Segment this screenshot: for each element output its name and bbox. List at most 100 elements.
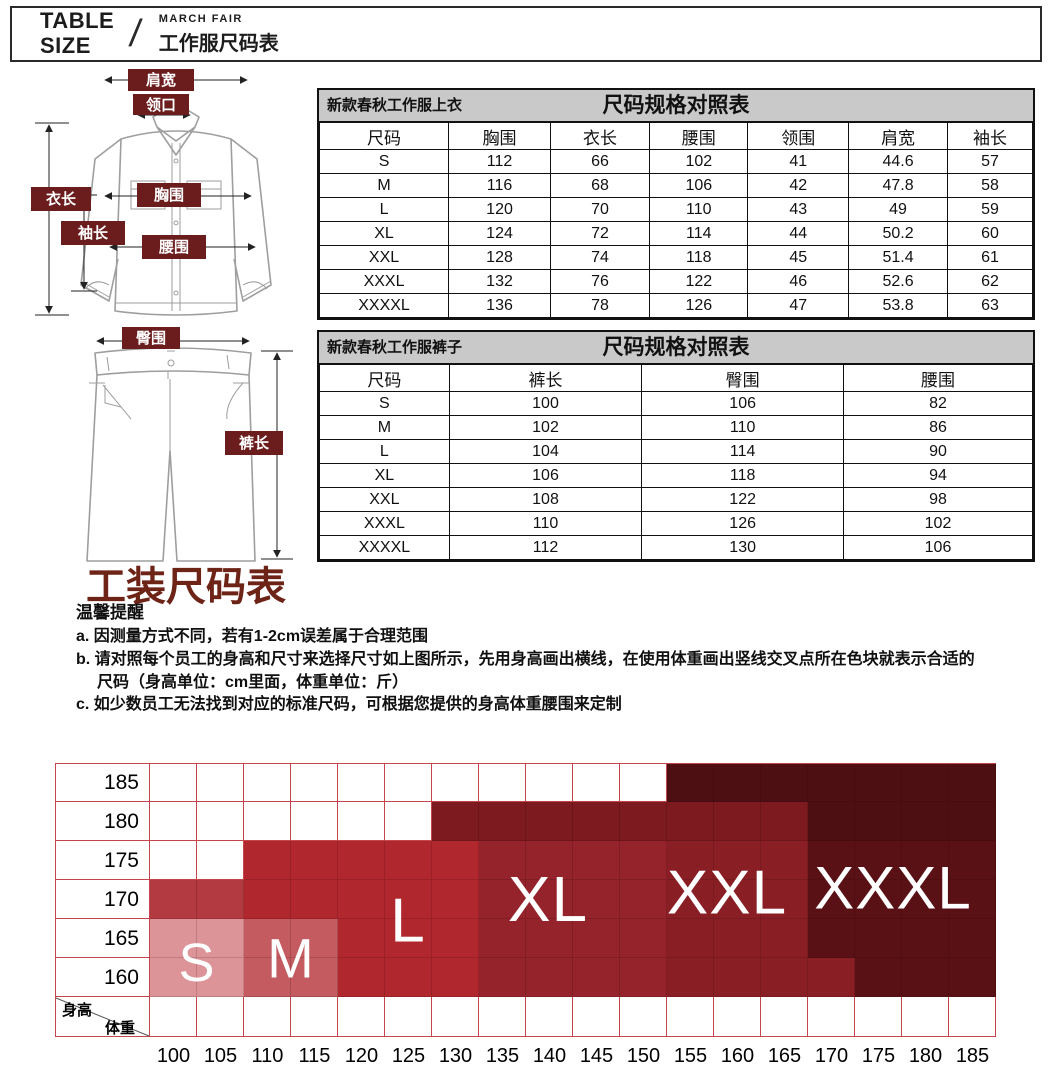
table-cell: 45: [747, 245, 850, 270]
grid-cell: [338, 841, 385, 880]
table-cell: 114: [641, 439, 845, 464]
table-cell: 70: [549, 197, 651, 222]
jacket-size-table: 尺码规格对照表 新款春秋工作服上衣 尺码 胸围 衣长 腰围 领围 肩宽 袖长 S 112 66 102 4…: [317, 88, 1035, 320]
grid-cell: [479, 919, 526, 958]
table-cell: 100: [448, 391, 643, 416]
table-cell: 44.6: [848, 149, 949, 174]
column-header: 肩宽: [848, 122, 949, 150]
table-row: XXXL 110 126 102: [319, 511, 1033, 536]
table-row: XXL 108 122 98: [319, 487, 1033, 512]
table-cell: 128: [448, 245, 551, 270]
grid-cell: [526, 841, 573, 880]
grid-cell: [291, 802, 338, 841]
table-cell: XXXXL: [318, 293, 450, 318]
size-heatmap-chart: 185 180 175 170 165 160 身高 体重 100 105 110 115 120 12…: [55, 763, 996, 1078]
jacket-diagram: 肩宽 领口 衣长 袖长 胸围 腰围: [31, 69, 272, 316]
table-cell: 58: [947, 173, 1033, 198]
grid-cell: [385, 880, 432, 919]
grid-cell: [197, 997, 244, 1037]
x-axis-label: 体重: [105, 1020, 136, 1037]
table-cell: 57: [947, 149, 1033, 174]
grid-cell: [291, 997, 338, 1037]
grid-cell: [620, 763, 667, 802]
table-cell: XXL: [318, 245, 450, 270]
table-cell: 78: [549, 293, 651, 318]
pants-dim-labels: 臀围 裤长: [122, 327, 283, 455]
grid-cell: [620, 802, 667, 841]
table-cell: 132: [448, 269, 551, 294]
size-region-label-xxxl: XXXL: [814, 854, 972, 922]
table-cell: S: [319, 391, 450, 416]
table-row: XL 106 118 94: [319, 463, 1033, 488]
grid-cell: [714, 763, 761, 802]
grid-cell: [949, 802, 996, 841]
table-cell: 62: [947, 269, 1033, 294]
grid-cell: [338, 958, 385, 997]
garment-length-label: 衣长: [46, 190, 77, 208]
grid-cell: [667, 763, 714, 802]
column-header: 衣长: [549, 122, 651, 150]
table-cell: XXXXL: [319, 535, 450, 560]
grid-cell: [291, 880, 338, 919]
table-cell: 46: [747, 269, 850, 294]
jacket-sketch: [80, 102, 272, 316]
grid-cell: [197, 880, 244, 919]
grid-cell: [244, 958, 291, 997]
pants-diagram: 臀围 裤长: [86, 327, 293, 562]
collar-label: 领口: [145, 96, 176, 114]
table-cell: 43: [747, 197, 850, 222]
weight-tick-label: 165: [767, 1045, 802, 1067]
table-cell: XXL: [319, 487, 450, 512]
grid-cell: [244, 997, 291, 1037]
grid-cell: [479, 880, 526, 919]
grid-cell: [949, 919, 996, 958]
table-header-row: 尺码 胸围 衣长 腰围 领围 肩宽 袖长: [318, 122, 1033, 150]
grid-cell: [714, 841, 761, 880]
grid-cell: [338, 763, 385, 802]
column-header: 尺码: [319, 364, 450, 392]
size-region-label-xxl: XXL: [666, 858, 788, 928]
table-cell: 68: [549, 173, 651, 198]
weight-tick-label: 185: [955, 1045, 990, 1067]
grid-cell: [526, 880, 573, 919]
grid-cell: [573, 997, 620, 1037]
grid-cell: [808, 997, 855, 1037]
grid-cell: [526, 958, 573, 997]
table-row: XXL 128 74 118 45 51.4 61: [318, 245, 1033, 270]
grid-cell: [526, 997, 573, 1037]
grid-cell: [385, 802, 432, 841]
grid-cell: [714, 880, 761, 919]
chest-label: 胸围: [154, 186, 184, 204]
grid-cell: [855, 841, 902, 880]
grid-cell: [338, 880, 385, 919]
grid-cell: [197, 802, 244, 841]
grid-cell: [855, 919, 902, 958]
grid-cell: [479, 958, 526, 997]
table-cell: 116: [448, 173, 551, 198]
table-titlebar: 尺码规格对照表 新款春秋工作服上衣: [319, 90, 1033, 122]
column-header: 袖长: [947, 122, 1033, 150]
grid-cell: [902, 997, 949, 1037]
table-cell: 106: [843, 535, 1033, 560]
grid-cell: [620, 919, 667, 958]
height-tick-label: 160: [55, 958, 150, 997]
grid-cell: [949, 763, 996, 802]
table-cell: 122: [649, 269, 749, 294]
note-c: c. 如少数员工无法找到对应的标准尺码，可根据您提供的身高体重腰围来定制: [76, 696, 622, 714]
grid-cell: [479, 997, 526, 1037]
weight-tick-label: 175: [861, 1045, 896, 1067]
table-name: 新款春秋工作服裤子: [327, 339, 463, 356]
grid-cell: [432, 880, 479, 919]
grid-cell: [761, 802, 808, 841]
height-tick-label: 180: [55, 802, 150, 841]
table-cell: XXXL: [319, 511, 450, 536]
table-cell: 102: [649, 149, 749, 174]
height-tick-label: 175: [55, 841, 150, 880]
grid-cell: [291, 841, 338, 880]
y-axis-label: 身高: [62, 1002, 93, 1019]
table-cell: 82: [843, 391, 1033, 416]
grid-cell: [902, 802, 949, 841]
table-row: XXXXL 136 78 126 47 53.8 63: [318, 293, 1033, 318]
grid-cell: [714, 997, 761, 1037]
table-cell: 104: [448, 439, 643, 464]
